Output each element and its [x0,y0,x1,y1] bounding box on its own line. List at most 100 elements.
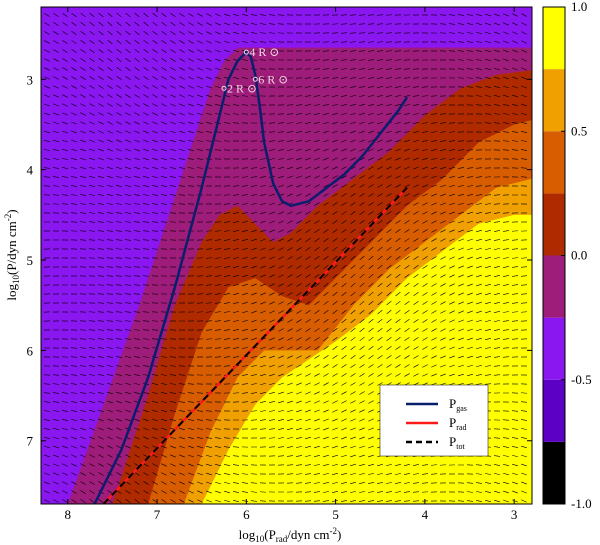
vector-mark [269,265,275,269]
vector-mark [485,67,491,71]
vector-mark [106,257,114,259]
vector-mark [278,400,284,404]
vector-mark [286,473,294,475]
vector-mark [88,365,96,367]
vector-mark [385,491,393,493]
vector-mark [511,257,519,259]
vector-mark [233,265,239,269]
vector-mark [431,328,437,332]
vector-mark [134,48,140,54]
vector-mark [161,185,167,187]
vector-mark [205,302,213,304]
vector-mark [107,454,113,458]
vector-mark [413,265,419,269]
vector-mark [287,157,293,161]
vector-mark [287,437,293,439]
vector-mark [53,418,59,422]
vector-mark [44,140,50,142]
vector-mark [196,275,204,277]
vector-mark [520,257,528,259]
vector-mark [170,148,176,152]
vector-mark [503,481,509,485]
vector-mark [341,309,347,315]
vector-mark [143,85,149,89]
vector-mark [512,13,518,17]
vector-mark [350,157,356,161]
vector-mark [331,500,339,502]
vector-mark [223,329,231,331]
vector-mark [205,293,213,295]
vector-mark [170,167,176,169]
vector-mark [134,391,140,395]
vector-mark [377,148,383,152]
vector-mark [115,284,123,286]
vector-mark [251,220,257,224]
vector-mark [179,410,185,412]
vector-mark [133,275,141,277]
vector-mark [241,473,249,475]
vector-mark [250,419,258,421]
vector-mark [341,355,347,359]
vector-mark [115,221,123,223]
vector-mark [188,436,194,440]
vector-mark [511,230,519,232]
vector-mark [179,490,185,494]
vector-mark [404,202,410,206]
vector-mark [88,239,96,241]
vector-mark [116,427,122,431]
vector-mark [214,284,222,286]
vector-mark [116,112,122,116]
vector-mark [197,49,203,53]
vector-mark [98,175,104,179]
vector-mark [116,436,122,440]
vector-mark [502,302,510,304]
vector-mark [269,391,275,395]
vector-mark [377,86,383,88]
vector-mark [134,490,140,494]
vector-mark [341,300,347,306]
vector-mark [188,103,194,107]
vector-mark [134,175,140,179]
vector-mark [394,59,402,61]
vector-mark [467,355,473,359]
vector-mark [52,374,60,376]
vector-mark [107,374,113,376]
vector-mark [44,13,50,17]
vector-mark [313,473,321,475]
vector-mark [134,94,140,98]
vector-mark [395,184,401,188]
vector-mark [152,58,158,62]
vector-mark [133,338,141,340]
vector-mark [413,148,419,152]
vector-mark [287,428,293,430]
vector-mark [493,446,501,448]
vector-mark [314,121,320,125]
vector-mark [179,445,185,449]
vector-mark [107,39,113,45]
vector-mark [214,338,222,340]
vector-mark [134,67,140,71]
vector-mark [512,58,518,62]
x-tick-label: 4 [422,507,429,522]
vector-mark [143,39,149,45]
x-tick-label: 7 [154,507,161,522]
vector-mark [161,490,167,494]
vector-mark [350,94,356,98]
vector-mark [314,211,320,215]
vector-mark [350,121,356,125]
vector-mark [502,212,510,214]
vector-mark [205,284,213,286]
vector-mark [367,500,375,502]
vector-mark [214,248,222,250]
vector-mark [188,427,194,431]
vector-mark [440,220,446,224]
vector-mark [305,364,311,368]
vector-mark [377,202,383,206]
vector-mark [503,113,509,115]
vector-mark [98,400,104,404]
vector-mark [143,175,149,179]
vector-mark [134,103,140,107]
vector-mark [385,50,393,52]
vector-mark [323,220,329,224]
vector-mark [206,85,212,89]
